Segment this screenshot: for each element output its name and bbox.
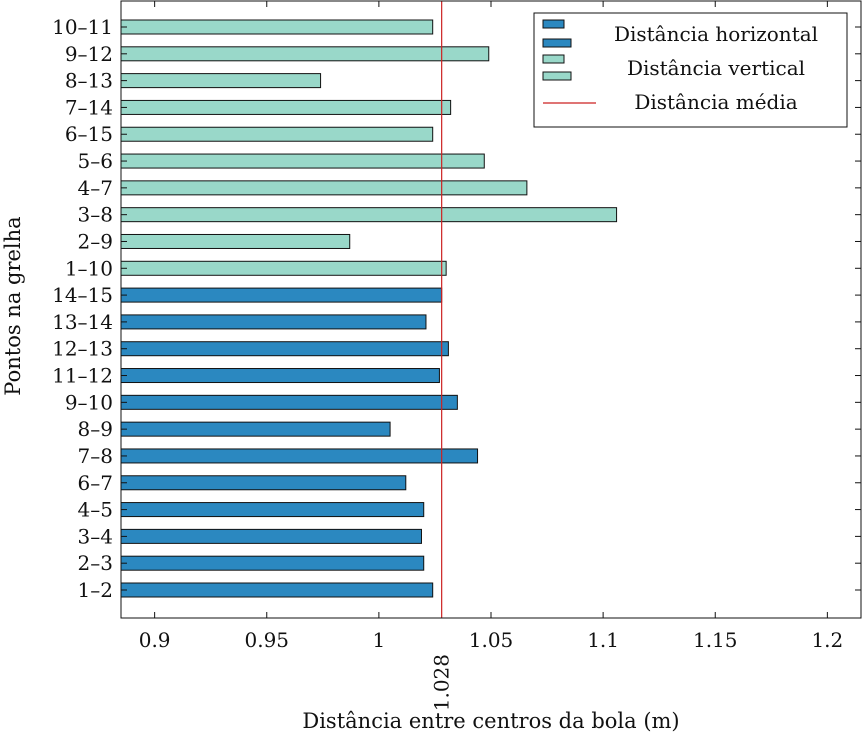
y-tick-label: 4–5 <box>78 498 113 522</box>
y-tick-label: 11–12 <box>52 364 113 388</box>
bar-vertical-14 <box>120 207 618 223</box>
bar-horizontal-3 <box>120 502 425 518</box>
legend-swatch-horizontal-b <box>542 38 572 48</box>
y-tick-label: 7–8 <box>78 444 113 468</box>
bar-vertical-16 <box>120 153 485 169</box>
y-tick-label: 9–12 <box>65 42 113 66</box>
y-tick-label: 14–15 <box>52 283 113 307</box>
bar-vertical-21 <box>120 19 434 35</box>
y-tick-label: 5–6 <box>78 149 113 173</box>
bar-horizontal-6 <box>120 421 391 437</box>
y-tick-label: 9–10 <box>65 390 113 414</box>
y-tick-label: 2–3 <box>78 551 113 575</box>
legend-swatch-horizontal-a <box>542 19 565 29</box>
y-tick-label: 7–14 <box>65 95 113 119</box>
bar-vertical-13 <box>120 233 351 249</box>
legend-swatch-vertical-b <box>542 71 572 81</box>
y-tick-label: 4–7 <box>78 176 113 200</box>
x-tick-label: 0.95 <box>244 628 289 652</box>
x-tick-label: 1 <box>373 628 386 652</box>
bar-vertical-17 <box>120 126 434 142</box>
bar-horizontal-4 <box>120 475 407 491</box>
x-tick-label: 1.05 <box>469 628 514 652</box>
y-tick-label: 6–7 <box>78 471 113 495</box>
bar-horizontal-0 <box>120 582 434 598</box>
legend-label-horizontal: Distância horizontal <box>614 22 818 46</box>
bar-vertical-19 <box>120 73 322 89</box>
bar-horizontal-2 <box>120 528 422 544</box>
bar-horizontal-8 <box>120 368 440 384</box>
x-tick-label: 1.2 <box>811 628 843 652</box>
bar-vertical-12 <box>120 260 447 276</box>
x-ticks-group: 0.9 0.95 1 1.05 1.1 1.15 1.2 <box>139 1 843 652</box>
y-tick-label: 8–13 <box>65 69 113 93</box>
y-tick-label: 2–9 <box>78 229 113 253</box>
y-tick-label: 13–14 <box>52 310 113 334</box>
y-tick-label: 3–4 <box>78 524 113 548</box>
legend-box <box>533 12 848 128</box>
x-tick-label: 1.15 <box>693 628 738 652</box>
bar-horizontal-7 <box>120 394 458 410</box>
bar-vertical-20 <box>120 46 490 62</box>
bar-horizontal-1 <box>120 555 425 571</box>
x-axis-title: Distância entre centros da bola (m) <box>302 709 679 733</box>
y-tick-label: 8–9 <box>78 417 113 441</box>
legend: Distância horizontal Distância vertical … <box>533 12 848 128</box>
y-tick-label: 1–2 <box>78 578 113 602</box>
y-tick-label: 3–8 <box>78 203 113 227</box>
y-tick-label: 1–10 <box>65 256 113 280</box>
bar-horizontal-5 <box>120 448 479 464</box>
y-tick-label: 12–13 <box>52 337 113 361</box>
plot-frame <box>120 0 862 619</box>
bar-horizontal-11 <box>120 287 443 303</box>
x-tick-label: 0.9 <box>139 628 171 652</box>
legend-label-vertical: Distância vertical <box>627 56 805 80</box>
bar-vertical-18 <box>120 99 452 115</box>
x-tick-label: 1.1 <box>587 628 619 652</box>
y-axis-title: Pontos na grelha <box>1 216 25 395</box>
legend-swatch-vertical-a <box>542 54 565 64</box>
legend-label-mean: Distância média <box>634 90 797 114</box>
bar-vertical-15 <box>120 180 528 196</box>
bar-horizontal-9 <box>120 341 449 357</box>
bar-horizontal-10 <box>120 314 427 330</box>
y-tick-label: 10–11 <box>52 15 113 39</box>
y-tick-label: 6–15 <box>65 122 113 146</box>
mean-distance-tick-label: 1.028 <box>430 654 454 711</box>
